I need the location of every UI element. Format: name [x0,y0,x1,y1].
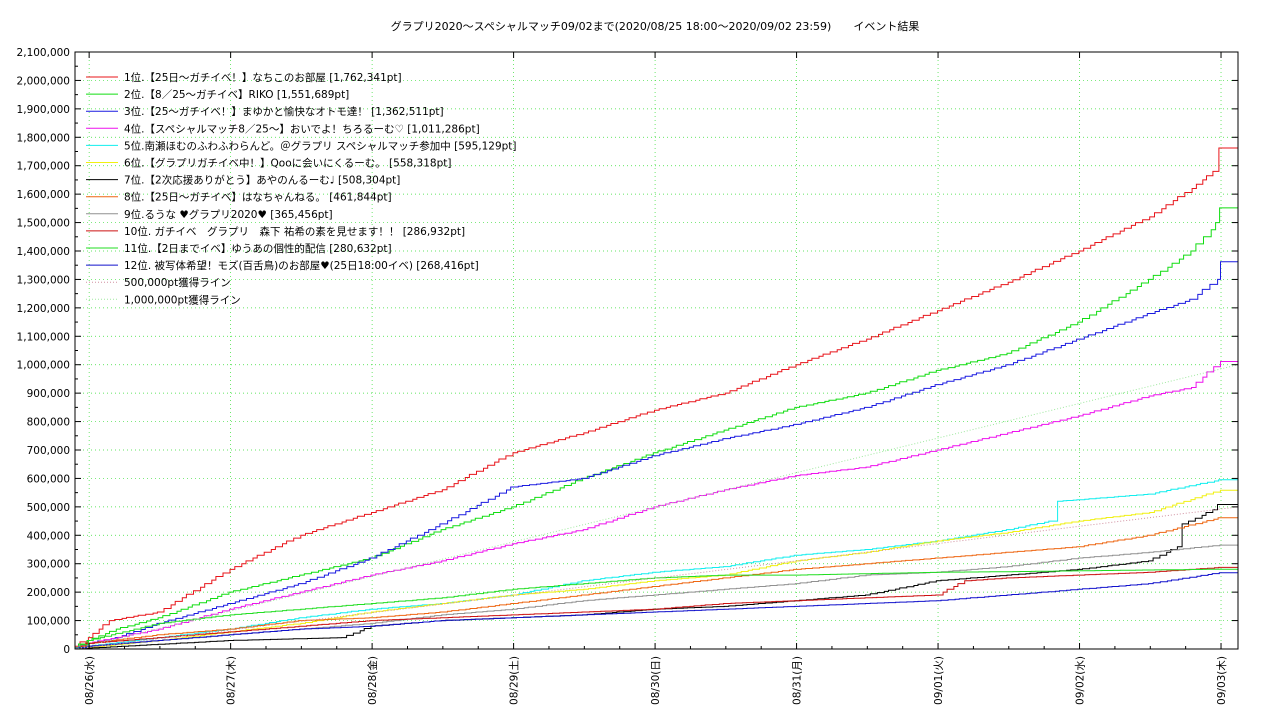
y-tick-label: 2,100,000 [17,47,70,59]
x-axis: 08/26(水) 08/27(木) 08/28(金) 08/29(土) 08/30(日)… [84,52,1228,705]
legend-label: 6位.【グラプリガチイベ中！】Qooに会いにくるーむ。 [558,318pt] [124,157,451,170]
y-tick-label: 700,000 [27,445,70,457]
y-tick-label: 1,500,000 [17,218,70,230]
legend: 1位.【25日～ガチイベ！】なちこのお部屋 [1,762,341pt] 2位.【8… [86,71,517,306]
legend-label: 500,000pt獲得ライン [124,276,231,289]
legend-label: 10位. ガチイベ グラプリ 森下 祐希の素を見せます！！ [286,932pt… [124,225,465,238]
legend-label: 1位.【25日～ガチイベ！】なちこのお部屋 [1,762,341pt] [124,71,402,84]
series-line [75,147,1238,647]
y-tick-label: 1,300,000 [17,274,70,286]
x-tick-label: 08/28(金) [366,656,379,705]
y-tick-label: 1,600,000 [17,189,70,201]
series-line [75,568,1238,650]
legend-label: 2位.【8／25～ガチイベ】RIKO [1,551,689pt] [124,88,349,101]
y-tick-label: 0 [63,644,70,656]
series-line [75,261,1238,649]
y-tick-label: 1,400,000 [17,246,70,258]
y-tick-label: 1,000,000 [17,360,70,372]
series-line [74,506,1239,650]
chart-title: グラプリ2020～スペシャルマッチ09/02まで(2020/08/25 18:0… [391,19,920,33]
y-tick-label: 100,000 [27,616,70,628]
y-tick-label: 500,000 [27,502,70,514]
y-axis: 0 100,000 200,000 300,000 400,000 500,000 600,… [17,47,1238,656]
legend-label: 9位.るうな ♥グラプリ2020♥ [365,456pt] [124,208,333,221]
y-tick-label: 200,000 [27,587,70,599]
legend-label: 5位.南瀬ほむのふわふわらんど。＠グラプリ スペシャルマッチ参加中 [595,1… [124,139,517,152]
y-tick-label: 300,000 [27,559,70,571]
legend-label: 1,000,000pt獲得ライン [124,293,241,306]
legend-label: 3位.【25～ガチイベ！】まゆかと愉快なオトモ達！ [1,362,511pt] [124,105,444,118]
series-lines [74,147,1239,650]
x-tick-label: 09/02(水) [1075,656,1087,705]
series-line [75,207,1238,649]
series-line [75,566,1238,650]
x-tick-label: 08/26(水) [84,656,96,705]
legend-label: 11位.【2日までイベ】ゆうあの個性的配信 [280,632pt] [124,242,392,255]
y-tick-label: 600,000 [27,473,70,485]
x-tick-label: 09/03(木) [1216,656,1228,705]
series-line [75,479,1238,650]
series-line [75,361,1238,649]
y-tick-label: 400,000 [27,530,70,542]
series-line [75,572,1238,650]
legend-label: 4位.【スペシャルマッチ8／25～】おいでよ！ちろるーむ♡ [1,011,286… [124,122,480,135]
series-line [75,517,1238,650]
series-line [75,489,1238,650]
y-tick-label: 1,700,000 [17,161,70,173]
legend-label: 8位.【25日～ガチイベ】はなちゃんねる。 [461,844pt] [124,191,392,204]
y-tick-label: 1,100,000 [17,331,70,343]
legend-label: 7位.【2次応援ありがとう】あやのんるーむ♩ [508,304pt] [124,174,400,187]
y-tick-label: 1,800,000 [17,132,70,144]
x-tick-label: 08/27(木) [226,656,238,705]
y-tick-label: 1,200,000 [17,303,70,315]
y-tick-label: 1,900,000 [17,104,70,116]
y-tick-label: 800,000 [27,417,70,429]
x-tick-label: 08/30(日) [650,656,662,705]
legend-label: 12位. 被写体希望！モズ(百舌鳥)のお部屋♥(25日18:00イベ) [268… [124,259,479,272]
y-tick-label: 2,000,000 [17,75,70,87]
x-tick-label: 08/29(土) [508,656,521,705]
x-tick-label: 09/01(火) [933,656,945,705]
y-tick-label: 900,000 [27,388,70,400]
x-tick-label: 08/31(月) [792,656,804,705]
